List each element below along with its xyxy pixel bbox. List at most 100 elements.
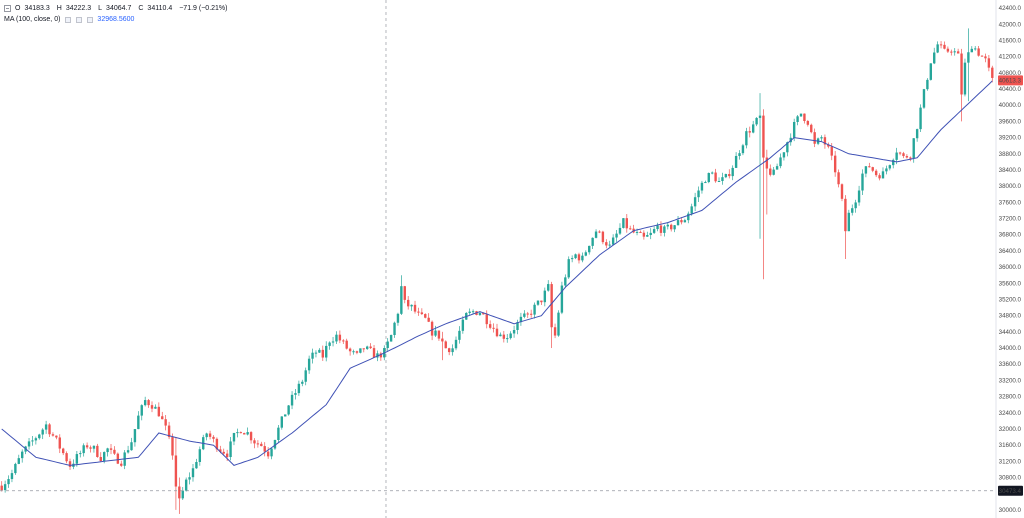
candle (751, 120, 755, 134)
candle-body (553, 327, 557, 336)
candle-body (328, 342, 331, 346)
candle-body (516, 322, 519, 330)
candle (741, 143, 745, 156)
candle-body (331, 341, 335, 343)
candle-body (403, 286, 406, 300)
candle (454, 336, 458, 351)
candle (181, 487, 184, 500)
y-tick-label: 32800.0 (999, 394, 1022, 401)
candle (598, 230, 601, 234)
candle-body (953, 51, 956, 53)
ma-indicator-name[interactable]: MA (100, close, 0) (4, 16, 61, 23)
candle (437, 330, 441, 341)
candle-body (434, 330, 437, 336)
close-icon[interactable] (87, 16, 94, 23)
settings-icon[interactable] (76, 16, 83, 23)
candle-body (444, 341, 447, 349)
candle-body (208, 433, 212, 437)
candle-body (642, 232, 646, 237)
y-tick-label: 35600.0 (999, 280, 1022, 287)
candle (393, 321, 396, 338)
candle (693, 192, 697, 211)
candle-body (704, 182, 707, 184)
candle (164, 415, 167, 431)
price-label-bg (998, 485, 1023, 496)
candle-body (608, 244, 611, 246)
candle-body (157, 406, 161, 417)
candle-body (939, 44, 943, 46)
candle (676, 215, 680, 226)
candle (222, 448, 225, 456)
y-tick-label: 33600.0 (999, 361, 1022, 368)
candle-body (246, 432, 249, 435)
candle (929, 63, 933, 81)
candle-body (598, 231, 601, 233)
candle-body (287, 405, 290, 415)
candle-body (741, 145, 745, 154)
candle (683, 218, 687, 223)
candle-body (55, 435, 58, 438)
last-price-value: 40613.3 (999, 78, 1022, 85)
candle-body (967, 52, 970, 63)
candle-body (519, 316, 523, 323)
candle-body (796, 116, 799, 122)
candle-body (325, 345, 328, 358)
candle-body (895, 152, 898, 160)
candle (745, 127, 748, 149)
candle-body (557, 312, 560, 336)
candle (960, 48, 963, 122)
candle-body (362, 348, 365, 350)
candle (933, 47, 936, 65)
candle-body (673, 225, 676, 230)
candle-body (526, 313, 529, 315)
eye-icon[interactable] (65, 16, 72, 23)
candle (758, 93, 762, 239)
candle (488, 320, 492, 330)
candle-body (779, 157, 782, 167)
candle-body (352, 351, 355, 353)
candle (137, 411, 140, 430)
candle-body (806, 121, 810, 125)
candle-body (321, 349, 324, 358)
candle (229, 437, 232, 461)
candle-body (471, 311, 475, 313)
y-tick-label: 39200.0 (999, 135, 1022, 142)
candle-body (543, 290, 547, 303)
candle (150, 401, 154, 413)
candle-body (649, 232, 652, 236)
candle (48, 423, 51, 437)
y-tick-label: 30000.0 (999, 507, 1022, 514)
candle (707, 172, 710, 184)
candle (461, 316, 465, 334)
candle (560, 281, 564, 315)
candle-body (502, 334, 506, 339)
candle (314, 350, 318, 358)
candle-body (181, 490, 184, 499)
candle-body (960, 53, 963, 95)
candle (711, 171, 714, 175)
candle-body (605, 242, 608, 246)
candle (953, 48, 956, 56)
candle (591, 237, 594, 249)
candle (779, 153, 782, 169)
candle (0, 481, 3, 492)
candle-body (687, 213, 690, 221)
candle-body (991, 67, 994, 78)
candle-body (827, 144, 830, 147)
candle-body (833, 155, 837, 173)
candle (956, 48, 960, 54)
candle-body (437, 330, 441, 339)
candle-body (82, 445, 85, 454)
candle (89, 445, 92, 453)
minus-square-icon[interactable] (4, 5, 11, 12)
candle (854, 199, 857, 213)
y-tick-label: 34400.0 (999, 329, 1022, 336)
candle-body (792, 121, 796, 138)
candle (775, 163, 779, 170)
candle-body (232, 432, 236, 442)
y-tick-label: 37600.0 (999, 199, 1022, 206)
candle (403, 285, 406, 304)
candle (120, 460, 123, 467)
candle (536, 300, 540, 306)
